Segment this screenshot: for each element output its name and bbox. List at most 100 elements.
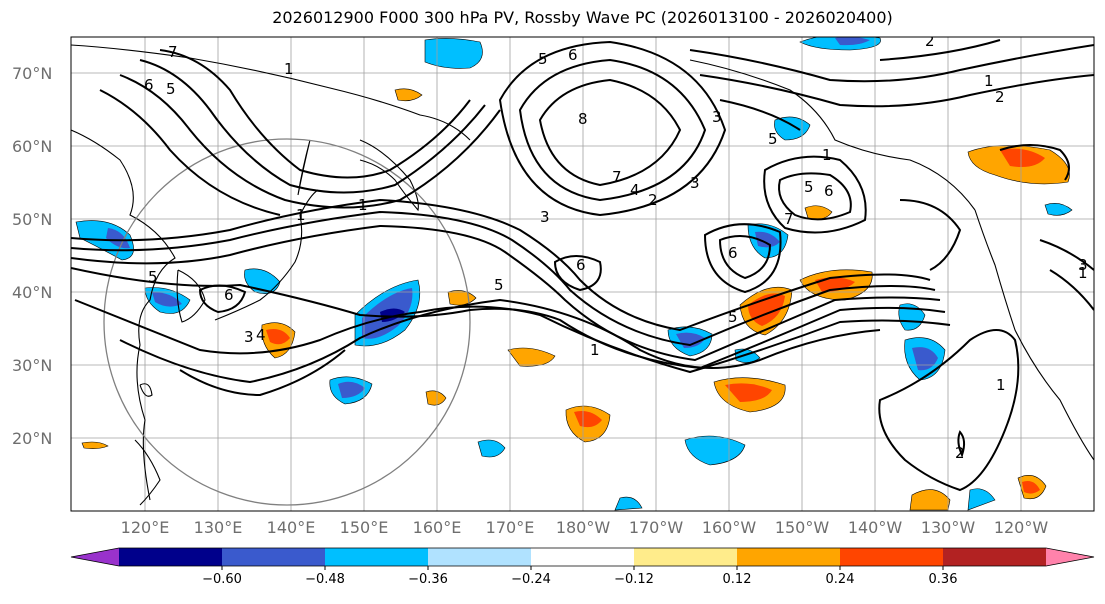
coastlines xyxy=(71,44,1094,506)
colorbar-segments xyxy=(70,547,1095,567)
lon-label: 120°E xyxy=(121,518,170,537)
colorbar-tick-label: −0.24 xyxy=(511,572,551,587)
coastline-taiwan xyxy=(139,383,153,397)
contour-label: 3 xyxy=(244,328,254,346)
contour-label: 1 xyxy=(296,206,306,224)
colorbar-tick-label: 0.24 xyxy=(826,572,855,587)
contour-line xyxy=(879,39,1001,61)
lon-label: 140°E xyxy=(267,518,316,537)
contour-line xyxy=(899,199,962,271)
contour-label: 7 xyxy=(612,168,622,186)
neg-anomaly-blob xyxy=(338,381,365,398)
lon-label: 160°E xyxy=(413,518,462,537)
neg-anomaly-blob xyxy=(898,303,926,331)
colorbar-tick-label: −0.60 xyxy=(202,572,242,587)
contour-label: 5 xyxy=(166,80,176,98)
contour-label: 1 xyxy=(996,376,1006,394)
contour-line xyxy=(159,49,471,179)
contour-label: 8 xyxy=(578,110,588,128)
contour-label: 5 xyxy=(494,276,504,294)
contour-line xyxy=(719,99,801,131)
map-border xyxy=(70,36,1095,512)
contour-label: 7 xyxy=(784,210,794,228)
contour-line xyxy=(718,235,772,280)
contour-label: 6 xyxy=(568,46,578,64)
colorbar-segment xyxy=(943,548,1047,566)
contour-label: 1 xyxy=(358,196,368,214)
contour-line xyxy=(71,198,931,332)
contour-label: 5 xyxy=(804,178,814,196)
neg-anomaly-blob xyxy=(755,231,780,248)
pos-anomaly-blob xyxy=(394,88,423,102)
contour-label: 3 xyxy=(1078,256,1088,274)
map-title: 2026012900 F000 300 hPa PV, Rossby Wave … xyxy=(272,8,893,27)
contour-label: 3 xyxy=(712,108,722,126)
contour-line xyxy=(99,89,281,216)
colorbar-tick-label: −0.48 xyxy=(305,572,345,587)
contour-label: 1 xyxy=(984,72,994,90)
colorbar-tick-label: 0.36 xyxy=(929,572,958,587)
lon-label: 140°W xyxy=(848,518,903,537)
pos-anomaly-blob xyxy=(507,347,556,367)
contour-line xyxy=(139,59,486,194)
neg-anomaly-blob xyxy=(684,435,746,466)
pv-anomaly-shading xyxy=(75,37,1073,511)
colorbar-tick-label: −0.12 xyxy=(614,572,654,587)
contour-label: 7 xyxy=(168,43,178,61)
contour-line xyxy=(1049,269,1094,311)
colorbar-segment xyxy=(840,548,944,566)
lat-label: 70°N xyxy=(12,64,52,83)
coastline-philippines xyxy=(134,439,161,506)
contour-label: 2 xyxy=(648,191,658,209)
coastline-asia xyxy=(71,129,176,501)
pos-anomaly-blob xyxy=(1000,148,1045,167)
pv-contours xyxy=(71,39,1094,492)
colorbar-extend-high xyxy=(1046,548,1094,566)
neg-anomaly-blob xyxy=(424,38,483,69)
lon-label: 180°W xyxy=(556,518,611,537)
longitude-labels: 120°E 130°E 140°E 150°E 160°E 170°E 180°… xyxy=(121,518,1049,537)
neg-anomaly-blob xyxy=(1044,203,1073,216)
contour-label: 4 xyxy=(256,326,266,344)
contour-label: 6 xyxy=(824,182,834,200)
colorbar: −0.60 −0.48 −0.36 −0.24 −0.12 0.12 0.24 0.36 xyxy=(70,547,1095,587)
lon-label: 120°W xyxy=(994,518,1049,537)
coastline-siberia xyxy=(71,44,471,141)
contour-line xyxy=(71,224,941,362)
contour-label: 1 xyxy=(1078,264,1088,282)
contour-line xyxy=(1039,239,1094,271)
lon-label: 130°E xyxy=(194,518,243,537)
neg-anomaly-blob xyxy=(774,116,811,141)
lat-label: 40°N xyxy=(12,283,52,302)
lon-label: 130°W xyxy=(921,518,976,537)
neg-anomaly-blob xyxy=(477,439,506,458)
contour-label: 6 xyxy=(576,256,586,274)
contour-label: 4 xyxy=(630,181,640,199)
pos-anomaly-blob xyxy=(725,383,772,402)
colorbar-segment xyxy=(531,548,635,566)
lon-label: 150°E xyxy=(340,518,389,537)
coastline-alaska xyxy=(689,59,976,211)
colorbar-tick-label: −0.36 xyxy=(408,572,448,587)
contour-label: 1 xyxy=(590,341,600,359)
contour-line xyxy=(763,155,867,234)
contour-label: 5 xyxy=(768,130,778,148)
lon-label: 150°W xyxy=(775,518,830,537)
contour-line xyxy=(71,210,936,347)
neg-anomaly-blob xyxy=(614,496,643,511)
contour-label: 6 xyxy=(728,244,738,262)
contour-line xyxy=(778,172,852,221)
contour-line xyxy=(878,329,1020,492)
neg-anomaly-blob xyxy=(835,37,870,46)
pos-anomaly-blob xyxy=(1022,481,1040,494)
contour-label: 6 xyxy=(144,76,154,94)
contour-line xyxy=(957,430,966,458)
colorbar-outline xyxy=(70,547,1095,567)
contour-label-group: 7 6 5 1 6 5 8 7 4 2 3 1 3 6 5 1 5 6 7 6 … xyxy=(144,37,1088,462)
contour-line xyxy=(198,284,247,314)
contour-line xyxy=(689,44,1094,83)
contour-line xyxy=(699,74,1094,108)
coastline-korea xyxy=(176,269,206,323)
contour-label: 6 xyxy=(224,286,234,304)
